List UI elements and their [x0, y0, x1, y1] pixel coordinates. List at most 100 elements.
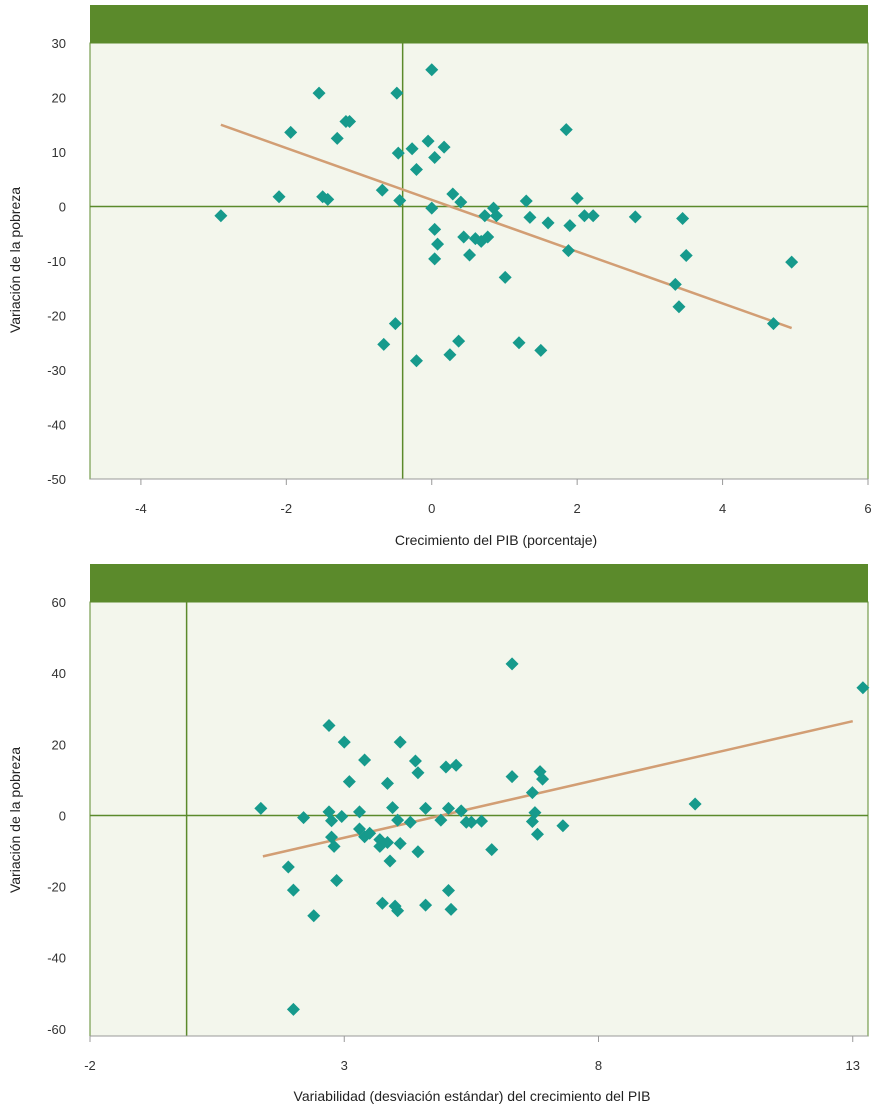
chart-top-trendline	[220, 123, 793, 330]
chart-top-y-tick-label: 30	[52, 36, 66, 51]
chart-bottom-y-tick-label: -60	[47, 1022, 66, 1037]
chart-bottom-data-point	[297, 811, 311, 825]
chart-bottom-data-point	[485, 843, 499, 857]
chart-bottom-marks: -2 3 8 13 60 40 20 0 -20 -40 -60	[47, 595, 870, 1073]
chart-top-data-point	[489, 209, 503, 223]
chart-top-data-point	[409, 354, 423, 368]
chart-top-data-point	[421, 134, 435, 148]
chart-top-data-point	[561, 244, 575, 258]
chart-top-x-tick-label: -4	[135, 501, 147, 516]
chart-bottom-data-point	[391, 813, 405, 827]
chart-bottom-data-point	[434, 813, 448, 827]
chart-bottom-data-point	[322, 718, 336, 732]
chart-top-plot-area	[89, 42, 869, 480]
chart-top-data-point	[452, 334, 466, 348]
chart-bottom-data-point	[386, 801, 400, 815]
chart-top-data-point	[668, 277, 682, 291]
chart-bottom-x-tick-label: 3	[341, 1058, 348, 1073]
chart-top-data-point	[375, 183, 389, 197]
chart-bottom-data-point	[358, 753, 372, 767]
chart-bottom-data-point	[286, 1002, 300, 1016]
chart-top-data-point	[570, 191, 584, 205]
chart-top-xlabel: Crecimiento del PIB (porcentaje)	[395, 532, 597, 548]
chart-top-data-point	[443, 348, 457, 362]
chart-bottom-data-point	[475, 814, 489, 828]
chart-top-data-point	[577, 209, 591, 223]
chart-top-y-tick-label: -20	[47, 309, 66, 324]
chart-bottom-data-point	[342, 775, 356, 789]
chart-bottom-data-point	[688, 797, 702, 811]
chart-top-data-point	[393, 194, 407, 208]
chart-bottom-data-point	[363, 826, 377, 840]
chart-bottom-data-point	[464, 815, 478, 829]
chart-bottom-data-point	[419, 801, 433, 815]
chart-bottom-y-tick-label: -20	[47, 880, 66, 895]
chart-bottom-data-point	[375, 896, 389, 910]
chart-top-data-point	[431, 237, 445, 251]
chart-top-data-point	[457, 230, 471, 244]
chart-top-data-point	[463, 248, 477, 262]
chart-bottom-data-point	[441, 801, 455, 815]
chart-top-data-point	[478, 209, 492, 223]
chart-top-y-tick-label: -10	[47, 254, 66, 269]
chart-top-y-tick-label: -50	[47, 472, 66, 487]
chart-top-data-point	[672, 300, 686, 314]
chart-top-data-point	[390, 86, 404, 100]
chart-top-data-point	[391, 146, 405, 160]
chart-bottom-x-tick-label: 13	[846, 1058, 860, 1073]
chart-top-data-point	[425, 201, 439, 215]
chart-top-data-point	[405, 142, 419, 156]
chart-bottom-data-point	[444, 902, 458, 916]
chart-bottom-data-point	[441, 884, 455, 898]
chart-top-x-tick-label: 4	[719, 501, 726, 516]
chart-top-data-point	[766, 317, 780, 331]
chart-bottom-header-bar	[90, 564, 868, 602]
chart-top-y-tick-label: -30	[47, 363, 66, 378]
chart-bottom-data-point	[439, 760, 453, 774]
chart-top-data-point	[377, 337, 391, 351]
chart-bottom-x-tick-label: 8	[595, 1058, 602, 1073]
chart-bottom-data-point	[419, 898, 433, 912]
chart-bottom-y-tick-label: -40	[47, 951, 66, 966]
chart-bottom-data-point	[411, 845, 425, 859]
chart-top-data-point	[523, 210, 537, 224]
chart-top-data-point	[454, 195, 468, 209]
chart-top-x-tick-label: 6	[864, 501, 871, 516]
chart-top-data-point	[541, 216, 555, 230]
chart-top-y-tick-label: 0	[59, 200, 66, 215]
chart-top-data-point	[214, 209, 228, 223]
chart-top-data-point	[437, 140, 451, 154]
chart-top-data-point	[512, 336, 526, 350]
chart-bottom-data-point	[556, 819, 570, 833]
chart-bottom-x-tick-label: -2	[84, 1058, 96, 1073]
chart-top-data-point	[330, 131, 344, 145]
chart-bottom-data-point	[330, 874, 344, 888]
chart-top-data-point	[498, 270, 512, 284]
chart-bottom-data-point	[380, 776, 394, 790]
chart-bottom-data-point	[408, 754, 422, 768]
chart-top-data-point	[481, 230, 495, 244]
chart-top-data-point	[321, 192, 335, 206]
chart-top-data-point	[534, 343, 548, 357]
chart-top-data-point	[519, 194, 533, 208]
chart-bottom-data-point	[525, 786, 539, 800]
chart-bottom-data-point	[307, 909, 321, 923]
chart-top-data-point	[428, 222, 442, 236]
chart-top-header-bar	[90, 5, 868, 43]
chart-bottom-data-point	[449, 758, 463, 772]
chart-top-data-point	[785, 255, 799, 269]
chart-bottom-data-point	[536, 772, 550, 786]
chart-bottom-data-point	[454, 804, 468, 818]
chart-bottom-data-point	[856, 681, 870, 695]
chart-bottom-data-point	[327, 839, 341, 853]
chart-bottom-data-point	[393, 735, 407, 749]
chart-bottom-data-point	[505, 657, 519, 671]
chart-bottom-y-tick-label: 20	[52, 737, 66, 752]
chart-bottom-data-point	[380, 835, 394, 849]
chart-top-data-point	[563, 219, 577, 233]
chart-bottom-data-point	[411, 766, 425, 780]
chart-top-data-point	[284, 125, 298, 139]
chart-top-data-point	[628, 210, 642, 224]
chart-top-data-point	[559, 123, 573, 137]
